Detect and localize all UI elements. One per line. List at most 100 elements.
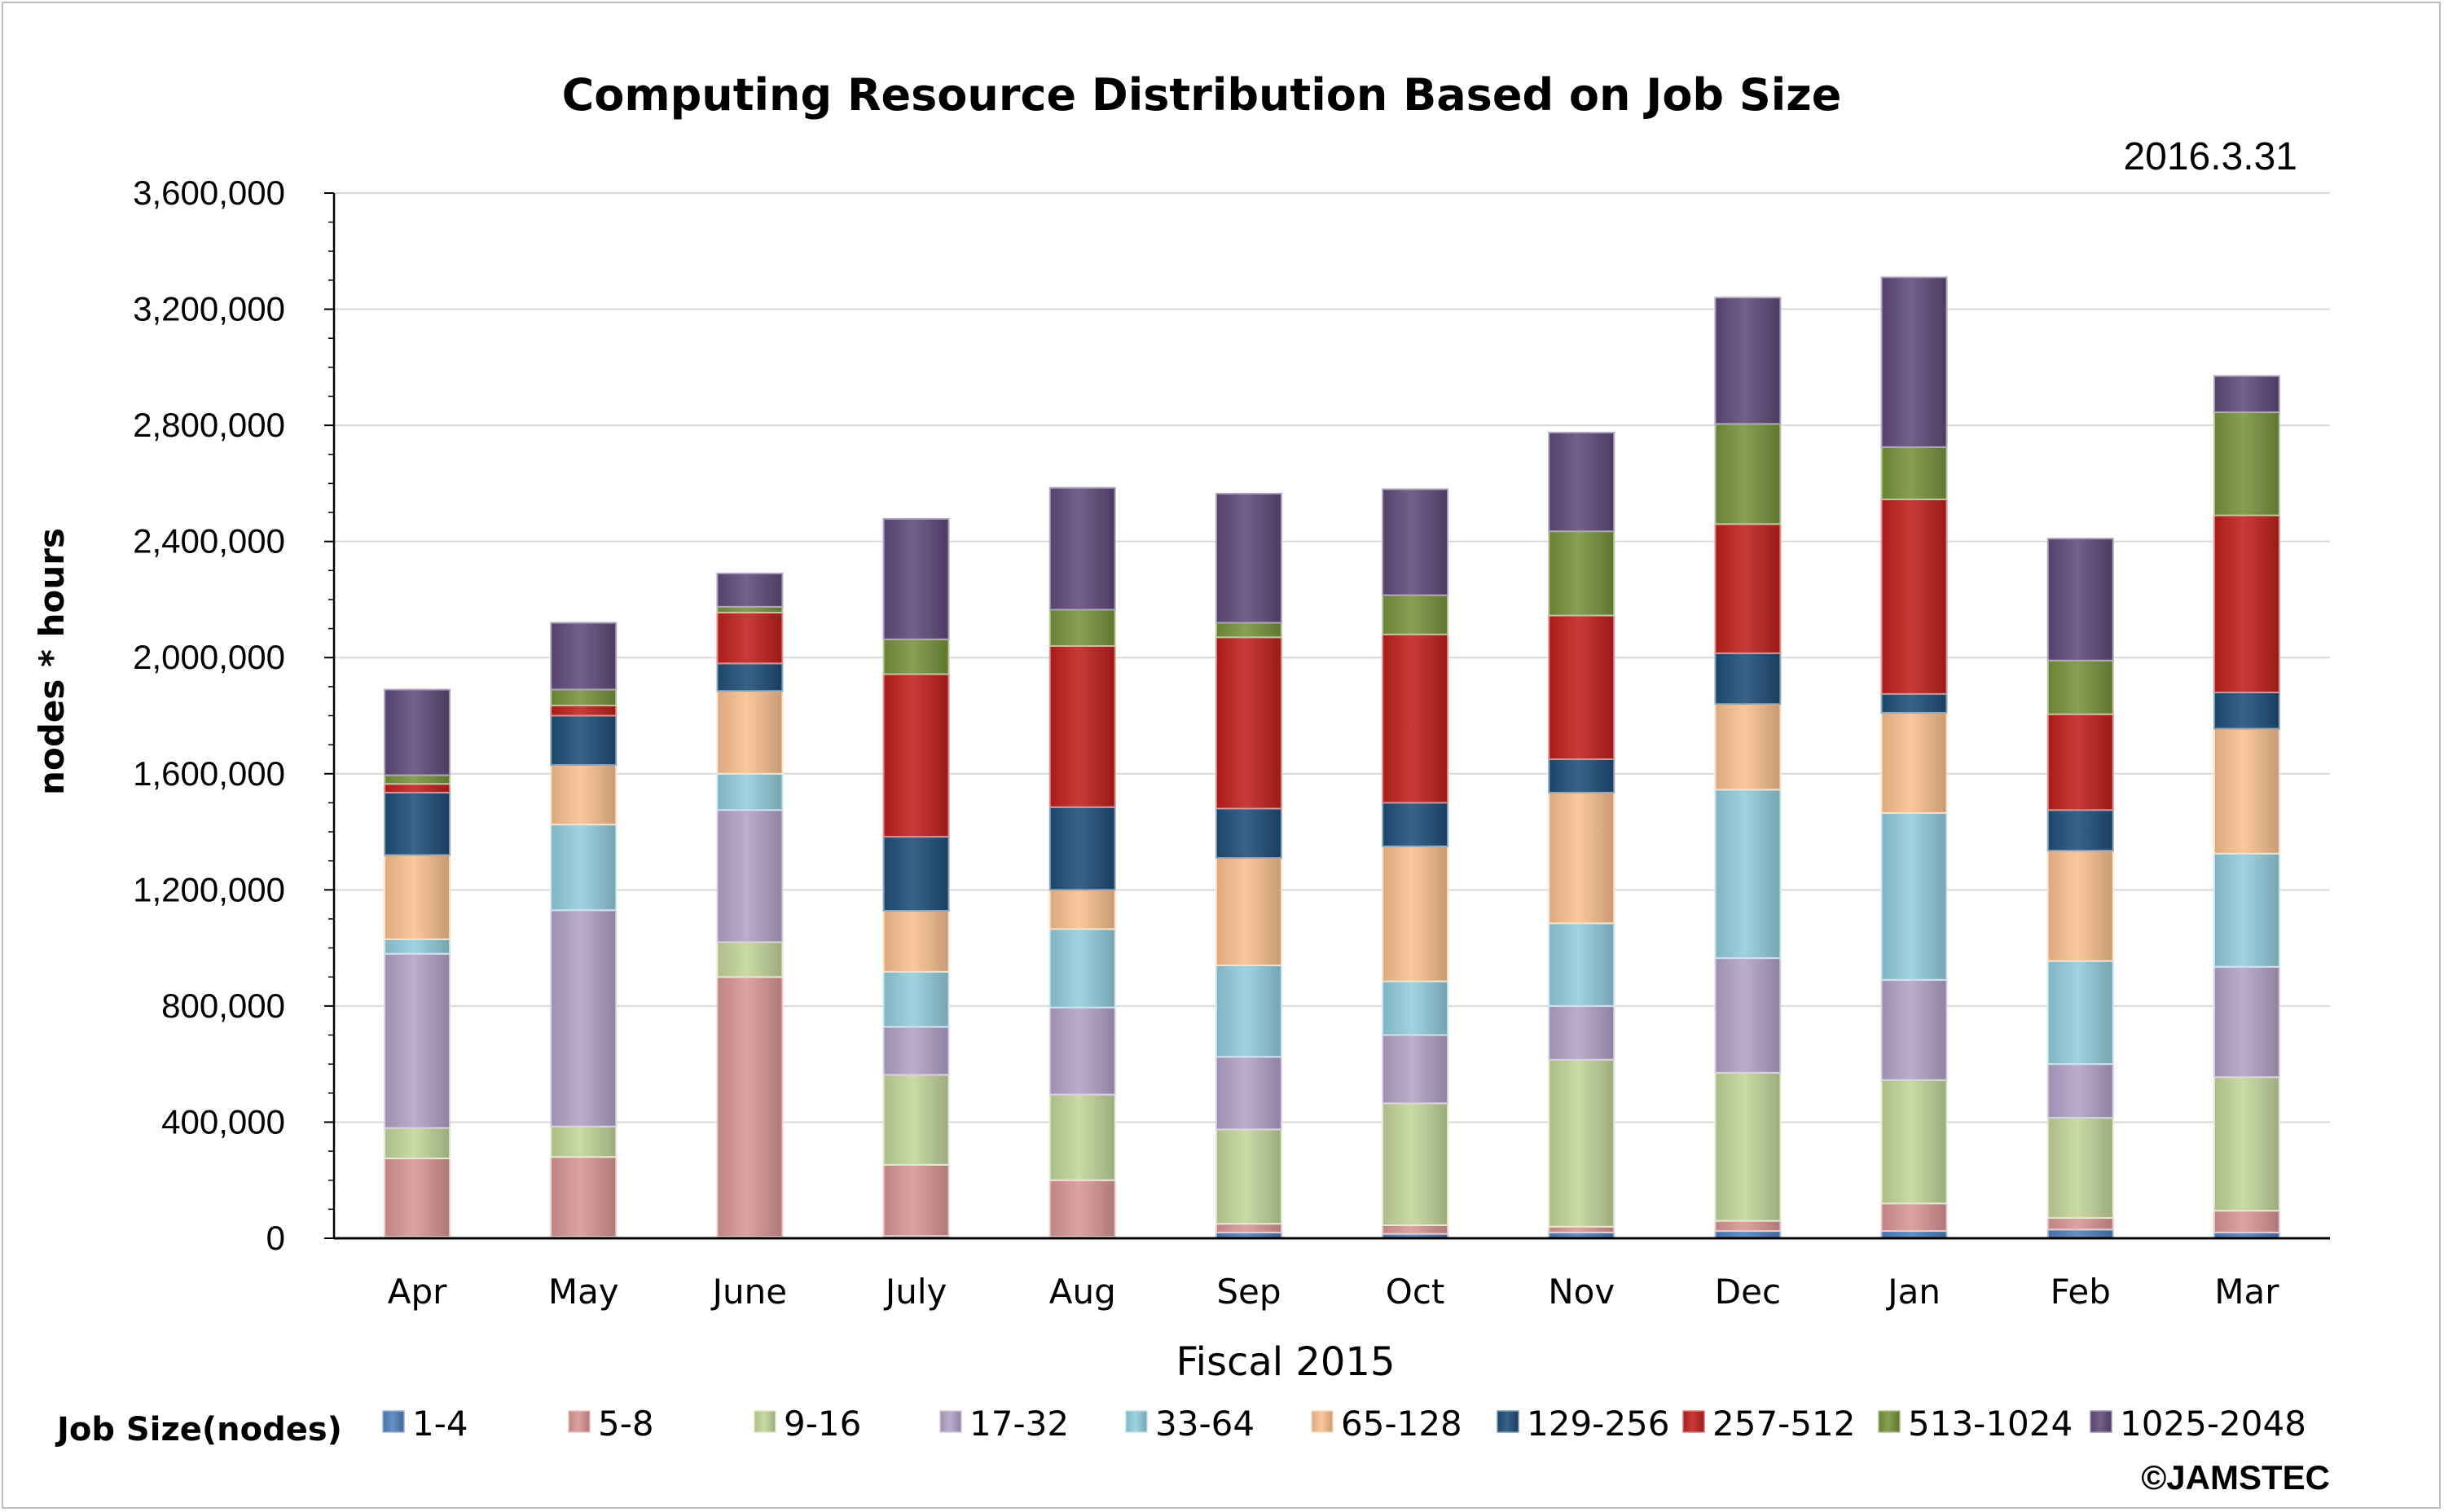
x-tick-label: Apr: [388, 1272, 447, 1312]
bar-segment-65-128: [384, 854, 451, 940]
bar-segment-5-8: [1382, 1224, 1449, 1235]
legend: 1-4 5-8 9-16 17-32 33-64 65-128 129-256 257-512…: [382, 1404, 2306, 1444]
bar-segment-65-128: [1548, 791, 1615, 925]
bar-segment-17-32: [1382, 1034, 1449, 1105]
legend-swatch: [1878, 1410, 1901, 1433]
legend-swatch: [939, 1410, 962, 1433]
x-tick-label: May: [548, 1272, 619, 1312]
bar-segment-17-32: [2046, 1063, 2114, 1119]
bar-segment-513-1024: [1215, 622, 1282, 639]
legend-swatch: [1311, 1410, 1334, 1433]
bar-segment-17-32: [1048, 1006, 1116, 1096]
bar-segment-257-512: [1048, 644, 1116, 808]
bar-segment-65-128: [1215, 857, 1282, 966]
bar-segment-257-512: [882, 673, 950, 838]
bar-segment-17-32: [1880, 978, 1948, 1081]
bar-segment-513-1024: [716, 605, 784, 613]
y-tick-label: 1,200,000: [133, 870, 285, 908]
bar-segment-33-64: [384, 938, 451, 955]
legend-label: 1025-2048: [2120, 1404, 2306, 1444]
bar-segment-513-1024: [882, 638, 950, 675]
y-tick-label: 3,200,000: [133, 290, 285, 328]
y-tick-label: 2,400,000: [133, 522, 285, 560]
bar-segment-65-128: [2213, 727, 2280, 855]
bar-segment-1025-2048: [1215, 492, 1282, 624]
bar-segment-5-8: [882, 1163, 950, 1237]
x-tick-label: Sep: [1216, 1272, 1281, 1312]
bar-segment-513-1024: [1548, 530, 1615, 617]
bar-segment-9-16: [2046, 1117, 2114, 1220]
bar-segment-1025-2048: [882, 517, 950, 640]
bar-segment-513-1024: [2046, 659, 2114, 715]
bar-segment-17-32: [2213, 965, 2280, 1079]
x-tick-label: June: [710, 1272, 787, 1312]
bar-segment-1025-2048: [716, 572, 784, 608]
legend-swatch: [382, 1410, 405, 1433]
bar-segment-65-128: [1382, 845, 1449, 982]
bar-segment-9-16: [2213, 1076, 2280, 1212]
bar-segment-33-64: [1714, 789, 1782, 960]
x-tick-label: Feb: [2051, 1272, 2111, 1312]
legend-label: 513-1024: [1908, 1404, 2073, 1444]
bar-segment-129-256: [716, 662, 784, 692]
bar-segment-129-256: [1382, 802, 1449, 847]
legend-swatch: [1125, 1410, 1148, 1433]
bar-segment-5-8: [1215, 1223, 1282, 1233]
bar-segment-33-64: [716, 772, 784, 811]
x-axis-label: Fiscal 2015: [1176, 1339, 1395, 1385]
chart-title: Computing Resource Distribution Based on…: [562, 69, 1842, 121]
bar-segment-65-128: [716, 690, 784, 775]
bar-segment-9-16: [882, 1074, 950, 1166]
date-label: 2016.3.31: [2123, 135, 2297, 178]
bar-segment-257-512: [1382, 633, 1449, 804]
bar-segment-65-128: [1714, 703, 1782, 791]
bar-segment-33-64: [550, 824, 618, 912]
bar-segment-129-256: [384, 791, 451, 856]
bar-segment-513-1024: [1714, 423, 1782, 525]
bar-segment-9-16: [550, 1125, 618, 1158]
bar-segment-9-16: [1880, 1079, 1948, 1205]
y-tick-label: 2,800,000: [133, 406, 285, 444]
legend-label: 129-256: [1527, 1404, 1670, 1444]
bar-segment-1025-2048: [2213, 375, 2280, 414]
legend-label: 65-128: [1341, 1404, 1462, 1444]
y-tick-label: 800,000: [161, 987, 285, 1025]
x-tick-label: Oct: [1386, 1272, 1445, 1312]
bar-segment-129-256: [1548, 758, 1615, 793]
bar-segment-17-32: [550, 909, 618, 1127]
bar-segment-5-8: [550, 1156, 618, 1238]
bar-segment-9-16: [1714, 1071, 1782, 1222]
bar-segment-513-1024: [2213, 411, 2280, 516]
bar-segment-33-64: [1048, 928, 1116, 1009]
bar-segment-257-512: [384, 783, 451, 793]
legend-swatch: [1682, 1410, 1705, 1433]
bar-segment-1025-2048: [1548, 432, 1615, 533]
legend-label: 1-4: [412, 1404, 468, 1444]
bar-segment-129-256: [2046, 809, 2114, 852]
legend-swatch: [2090, 1410, 2112, 1433]
bar-segment-33-64: [1215, 964, 1282, 1058]
bar-segment-5-8: [384, 1157, 451, 1238]
bar-segment-17-32: [384, 952, 451, 1129]
bar-segment-5-8: [2046, 1217, 2114, 1231]
legend-label: 17-32: [969, 1404, 1069, 1444]
bar-segment-65-128: [2046, 850, 2114, 962]
bar-segment-33-64: [1880, 811, 1948, 981]
bar-segment-129-256: [882, 836, 950, 912]
bar-segment-1025-2048: [1048, 486, 1116, 611]
bar-segment-513-1024: [1880, 446, 1948, 500]
legend-swatch: [568, 1410, 591, 1433]
bar-segment-5-8: [1548, 1225, 1615, 1233]
bar-segment-513-1024: [1382, 594, 1449, 635]
y-tick-label: 400,000: [161, 1102, 285, 1141]
bar-segment-9-16: [384, 1127, 451, 1159]
x-tick-label: Aug: [1049, 1272, 1116, 1312]
bar-segment-17-32: [1714, 957, 1782, 1074]
bar-segment-9-16: [1215, 1128, 1282, 1225]
bar-segment-1025-2048: [550, 622, 618, 691]
y-tick-label: 3,600,000: [133, 174, 285, 212]
x-tick-label: Jan: [1885, 1272, 1941, 1312]
copyright: ©JAMSTEC: [2141, 1458, 2330, 1497]
bar-segment-513-1024: [550, 688, 618, 707]
